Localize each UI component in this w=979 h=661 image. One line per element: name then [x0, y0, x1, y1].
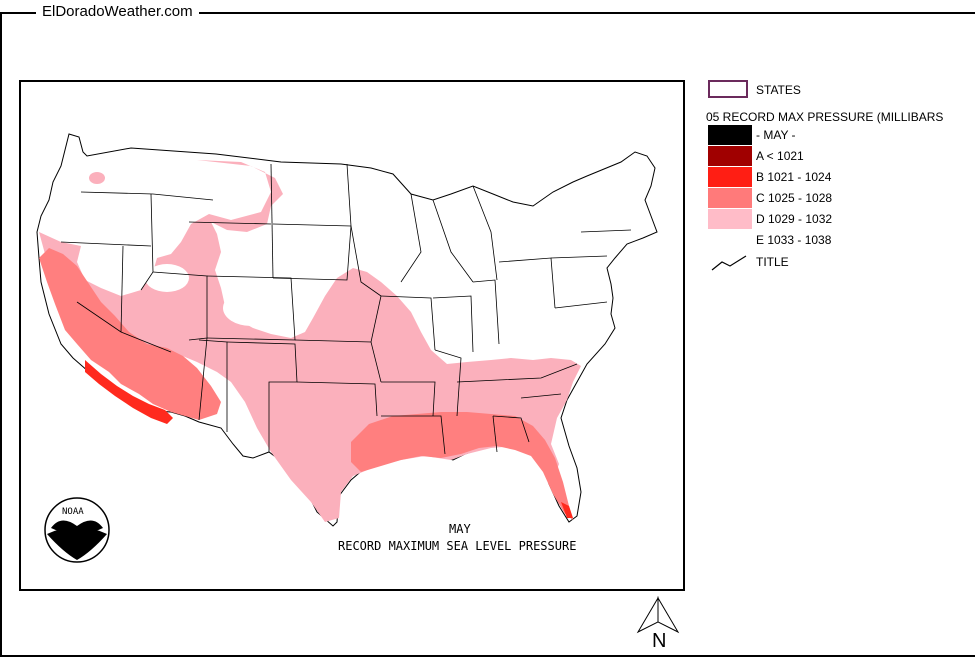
zone-c-gulf: [351, 412, 573, 520]
legend-item: D 1029 - 1032: [706, 209, 979, 229]
us-pressure-map: [36, 133, 658, 563]
legend-states-label: STATES: [756, 83, 801, 97]
legend-swatch: [708, 209, 752, 229]
legend-item-label: B 1021 - 1024: [756, 170, 832, 184]
noaa-logo-text: NOAA: [62, 507, 84, 517]
legend-item-label: A < 1021: [756, 149, 804, 163]
legend-item-label: - MAY -: [756, 128, 796, 142]
legend-swatch: [708, 167, 752, 187]
legend-item: E 1033 - 1038: [706, 230, 979, 250]
site-title: ElDoradoWeather.com: [36, 3, 199, 20]
legend-item: C 1025 - 1028: [706, 188, 979, 208]
legend-swatch: [708, 125, 752, 145]
legend-item: B 1021 - 1024: [706, 167, 979, 187]
legend-item: A < 1021: [706, 146, 979, 166]
page-frame: [0, 12, 975, 657]
states-outline-swatch: [708, 80, 748, 98]
high-pressure-colorado: [223, 290, 279, 326]
map-panel: NOAA MAY RECORD MAXIMUM SEA LEVEL PRESSU…: [19, 80, 685, 591]
line-symbol-icon: [711, 255, 747, 271]
legend-heading: 05 RECORD MAX PRESSURE (MILLIBARS: [706, 110, 944, 124]
zone-b-florida: [561, 502, 573, 518]
legend-item-label: C 1025 - 1028: [756, 191, 833, 205]
high-pressure-utah: [145, 264, 189, 292]
legend-swatch: [708, 188, 752, 208]
legend-states-row: STATES: [706, 80, 979, 100]
state-boundaries: [60, 163, 632, 455]
noaa-logo: [44, 497, 110, 563]
map-caption-month: MAY: [449, 522, 471, 536]
north-arrow-icon: [636, 596, 680, 634]
legend-title-label: TITLE: [756, 255, 789, 269]
legend-item-label: D 1029 - 1032: [756, 212, 833, 226]
legend-swatch: [708, 230, 752, 250]
legend-swatch: [708, 146, 752, 166]
zone-b-southwest: [85, 360, 173, 424]
high-pressure-wa: [89, 172, 105, 184]
map-caption-title: RECORD MAXIMUM SEA LEVEL PRESSURE: [338, 539, 577, 553]
legend-item: - MAY -: [706, 125, 979, 145]
legend-item-label: E 1033 - 1038: [756, 233, 832, 247]
zone-c-west: [39, 248, 221, 420]
north-label: N: [652, 630, 667, 652]
legend-title-row: TITLE: [706, 252, 979, 272]
